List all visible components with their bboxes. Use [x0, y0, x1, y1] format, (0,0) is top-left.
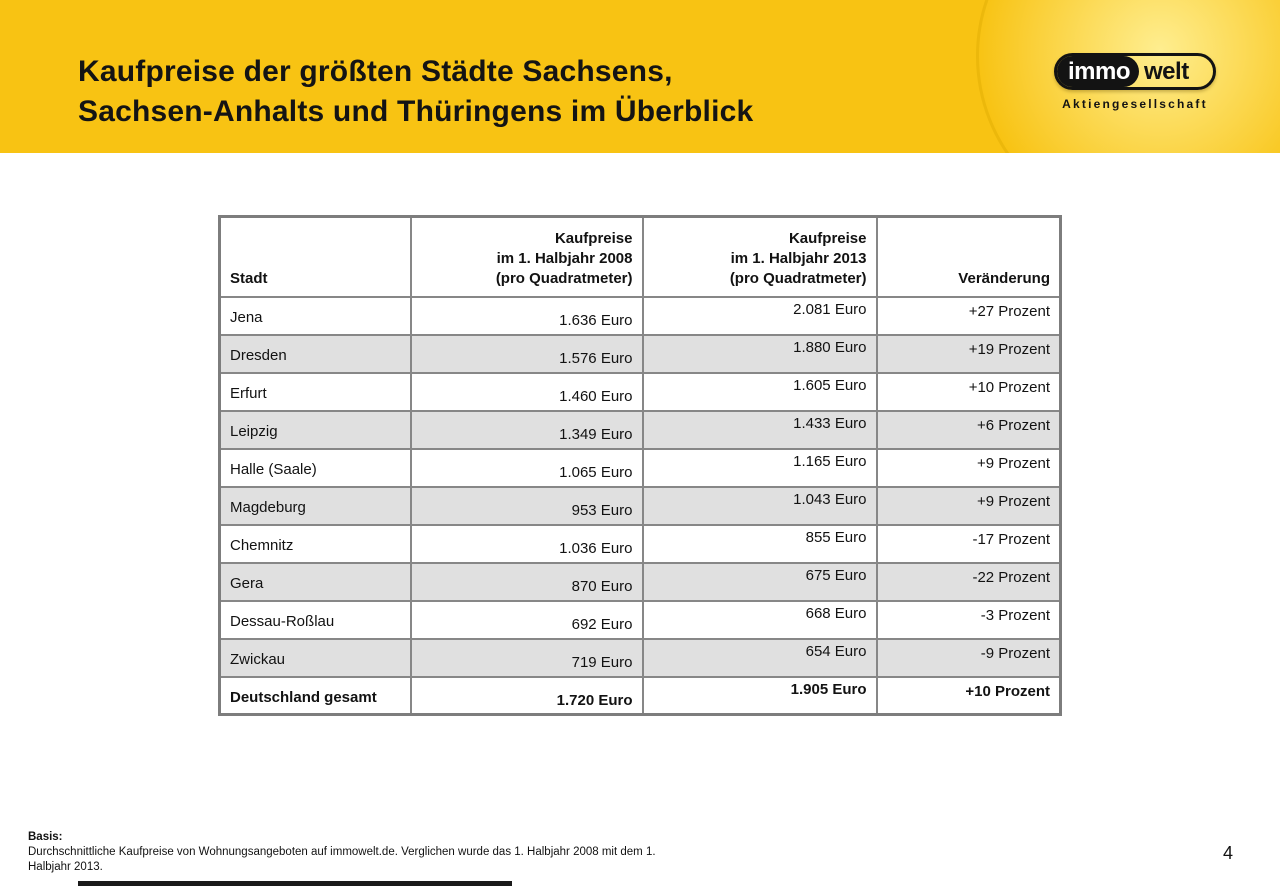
header-band: Kaufpreise der größten Städte Sachsens, … — [0, 0, 1280, 153]
table-header: Stadt Kaufpreise im 1. Halbjahr 2008 (pr… — [218, 215, 1062, 298]
page-title-line1: Kaufpreise der größten Städte Sachsens, — [78, 55, 673, 88]
basis-text: Durchschnittliche Kaufpreise von Wohnung… — [28, 846, 656, 873]
change-cell: +9 Prozent — [875, 447, 1062, 488]
city-cell: Magdeburg — [218, 485, 412, 526]
table-row: Zwickau 719 Euro 654 Euro -9 Prozent — [218, 637, 1062, 678]
city-cell: Leipzig — [218, 409, 412, 450]
price-2008-cell: 692 Euro — [409, 599, 644, 640]
price-2008-cell: 1.036 Euro — [409, 523, 644, 564]
page-title: Kaufpreise der größten Städte Sachsens, … — [78, 52, 753, 132]
change-cell: +27 Prozent — [875, 295, 1062, 336]
price-2008-cell: 870 Euro — [409, 561, 644, 602]
header-price-2008: Kaufpreise im 1. Halbjahr 2008 (pro Quad… — [409, 215, 644, 298]
city-cell: Dresden — [218, 333, 412, 374]
total-price-2013-cell: 1.905 Euro — [641, 675, 878, 716]
table-row: Dresden 1.576 Euro 1.880 Euro +19 Prozent — [218, 333, 1062, 374]
price-2013-cell: 1.043 Euro — [641, 485, 878, 526]
change-cell: -22 Prozent — [875, 561, 1062, 602]
city-cell: Dessau-Roßlau — [218, 599, 412, 640]
table-row: Jena 1.636 Euro 2.081 Euro +27 Prozent — [218, 295, 1062, 336]
table-total-row: Deutschland gesamt 1.720 Euro 1.905 Euro… — [218, 675, 1062, 716]
price-2008-cell: 1.349 Euro — [409, 409, 644, 450]
immowelt-logo-subtitle: Aktiengesellschaft — [1062, 97, 1208, 111]
table-row: Chemnitz 1.036 Euro 855 Euro -17 Prozent — [218, 523, 1062, 564]
table-total: Deutschland gesamt 1.720 Euro 1.905 Euro… — [218, 675, 1062, 716]
city-cell: Halle (Saale) — [218, 447, 412, 488]
page-number: 4 — [1222, 843, 1233, 863]
price-2013-cell: 1.880 Euro — [641, 333, 878, 374]
table-header-row: Stadt Kaufpreise im 1. Halbjahr 2008 (pr… — [218, 215, 1062, 298]
price-2013-cell: 2.081 Euro — [641, 295, 878, 336]
immowelt-logo: immo welt Aktiengesellschaft — [1054, 53, 1216, 111]
basis-label: Basis: — [28, 831, 63, 843]
total-change-cell: +10 Prozent — [875, 675, 1062, 716]
price-table-wrap: Stadt Kaufpreise im 1. Halbjahr 2008 (pr… — [218, 215, 1062, 716]
table-body: Jena 1.636 Euro 2.081 Euro +27 Prozent Dresd… — [218, 295, 1062, 678]
price-2013-cell: 675 Euro — [641, 561, 878, 602]
price-2008-cell: 719 Euro — [409, 637, 644, 678]
price-2008-cell: 1.576 Euro — [409, 333, 644, 374]
price-2013-cell: 1.605 Euro — [641, 371, 878, 412]
city-cell: Erfurt — [218, 371, 412, 412]
header-city: Stadt — [218, 215, 412, 298]
price-2008-cell: 953 Euro — [409, 485, 644, 526]
header-price-2013: Kaufpreise im 1. Halbjahr 2013 (pro Quad… — [641, 215, 878, 298]
price-table: Stadt Kaufpreise im 1. Halbjahr 2008 (pr… — [218, 215, 1062, 716]
price-2008-cell: 1.460 Euro — [409, 371, 644, 412]
total-city-cell: Deutschland gesamt — [218, 675, 412, 716]
table-row: Leipzig 1.349 Euro 1.433 Euro +6 Prozent — [218, 409, 1062, 450]
city-cell: Jena — [218, 295, 412, 336]
change-cell: -9 Prozent — [875, 637, 1062, 678]
price-2013-cell: 654 Euro — [641, 637, 878, 678]
page-title-line2: Sachsen-Anhalts und Thüringens im Überbl… — [78, 95, 754, 128]
immowelt-logo-immo: immo — [1057, 56, 1140, 87]
table-row: Halle (Saale) 1.065 Euro 1.165 Euro +9 Proz… — [218, 447, 1062, 488]
city-cell: Zwickau — [218, 637, 412, 678]
table-row: Dessau-Roßlau 692 Euro 668 Euro -3 Prozent — [218, 599, 1062, 640]
change-cell: -17 Prozent — [875, 523, 1062, 564]
change-cell: +10 Prozent — [875, 371, 1062, 412]
change-cell: +6 Prozent — [875, 409, 1062, 450]
table-row: Magdeburg 953 Euro 1.043 Euro +9 Prozent — [218, 485, 1062, 526]
price-2008-cell: 1.636 Euro — [409, 295, 644, 336]
total-price-2008-cell: 1.720 Euro — [409, 675, 644, 716]
bottom-bar — [78, 881, 512, 886]
price-2013-cell: 1.433 Euro — [641, 409, 878, 450]
city-cell: Gera — [218, 561, 412, 602]
change-cell: +9 Prozent — [875, 485, 1062, 526]
immowelt-logo-welt: welt — [1144, 57, 1189, 85]
price-2013-cell: 668 Euro — [641, 599, 878, 640]
price-2008-cell: 1.065 Euro — [409, 447, 644, 488]
change-cell: -3 Prozent — [875, 599, 1062, 640]
immowelt-logo-pill: immo welt — [1054, 53, 1216, 90]
price-2013-cell: 1.165 Euro — [641, 447, 878, 488]
basis-note: Basis: Durchschnittliche Kaufpreise von … — [28, 830, 678, 875]
city-cell: Chemnitz — [218, 523, 412, 564]
change-cell: +19 Prozent — [875, 333, 1062, 374]
table-row: Gera 870 Euro 675 Euro -22 Prozent — [218, 561, 1062, 602]
header-change: Veränderung — [875, 215, 1062, 298]
table-row: Erfurt 1.460 Euro 1.605 Euro +10 Prozent — [218, 371, 1062, 412]
price-2013-cell: 855 Euro — [641, 523, 878, 564]
